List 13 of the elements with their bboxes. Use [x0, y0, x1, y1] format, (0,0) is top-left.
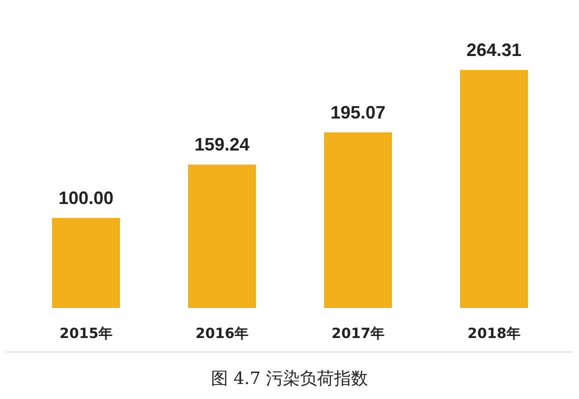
x-tick-label: 2018年 [468, 326, 520, 342]
bar [52, 218, 120, 308]
x-tick-label: 2017年 [332, 326, 384, 342]
bar [324, 132, 392, 308]
caption: 图 4.7 污染负荷指数 [211, 369, 368, 389]
x-tick-label: 2016年 [196, 326, 248, 342]
data-label: 264.31 [466, 40, 522, 60]
bar [188, 164, 256, 308]
bar [460, 70, 528, 308]
data-label: 159.24 [194, 134, 250, 155]
x-tick-label: 2015年 [60, 326, 112, 342]
data-label: 100.00 [58, 188, 114, 208]
data-label: 195.07 [330, 102, 386, 122]
